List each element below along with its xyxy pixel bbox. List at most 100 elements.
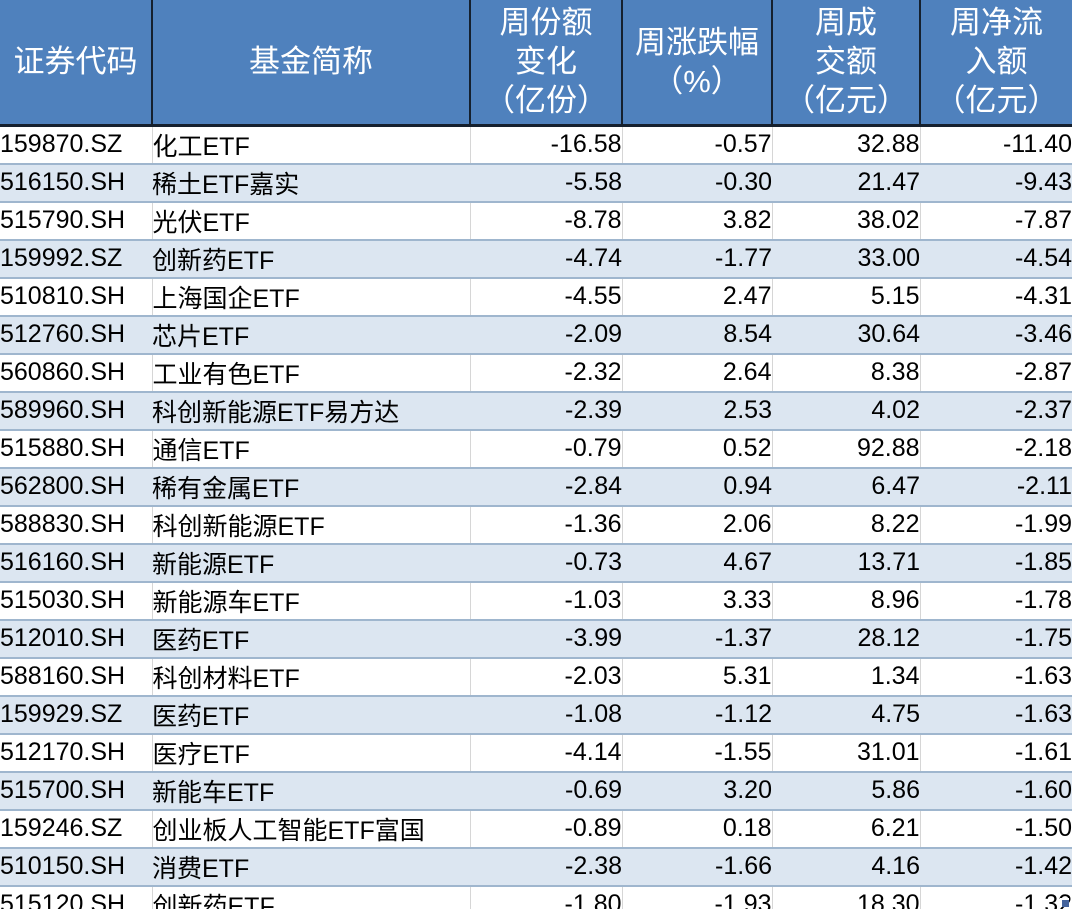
cell-turnover[interactable]: 13.71 bbox=[772, 543, 920, 583]
cell-pct-change[interactable]: 0.94 bbox=[622, 467, 772, 507]
cell-net-inflow[interactable]: -1.60 bbox=[920, 771, 1072, 811]
cell-net-inflow[interactable]: -11.40 bbox=[920, 125, 1072, 165]
cell-net-inflow[interactable]: -1.42 bbox=[920, 847, 1072, 887]
cell-fund-name[interactable]: 稀有金属ETF bbox=[152, 467, 470, 507]
cell-security-code[interactable]: 516150.SH bbox=[0, 163, 152, 203]
cell-security-code[interactable]: 512170.SH bbox=[0, 733, 153, 773]
cell-security-code[interactable]: 159246.SZ bbox=[0, 809, 153, 849]
column-header-security-code[interactable]: 证券代码 bbox=[0, 0, 153, 127]
cell-turnover[interactable]: 30.64 bbox=[772, 315, 920, 355]
cell-turnover[interactable]: 4.75 bbox=[772, 695, 920, 735]
cell-net-inflow[interactable]: -1.63 bbox=[920, 657, 1072, 697]
cell-turnover[interactable]: 28.12 bbox=[772, 619, 920, 659]
cell-share-change[interactable]: -2.84 bbox=[470, 467, 622, 507]
cell-net-inflow[interactable]: -2.87 bbox=[920, 353, 1072, 393]
cell-security-code[interactable]: 515880.SH bbox=[0, 429, 153, 469]
cell-fund-name[interactable]: 医疗ETF bbox=[152, 733, 471, 773]
cell-net-inflow[interactable]: -2.11 bbox=[920, 467, 1072, 507]
cell-share-change[interactable]: -0.89 bbox=[470, 809, 623, 849]
cell-pct-change[interactable]: -1.93 bbox=[622, 885, 773, 909]
cell-share-change[interactable]: -0.69 bbox=[470, 771, 622, 811]
cell-pct-change[interactable]: 0.52 bbox=[622, 429, 773, 469]
cell-security-code[interactable]: 515790.SH bbox=[0, 201, 153, 241]
cell-pct-change[interactable]: 2.64 bbox=[622, 353, 773, 393]
selection-fill-handle[interactable] bbox=[1060, 898, 1069, 907]
cell-fund-name[interactable]: 科创新能源ETF bbox=[152, 505, 471, 545]
cell-fund-name[interactable]: 创业板人工智能ETF富国 bbox=[152, 809, 471, 849]
cell-fund-name[interactable]: 芯片ETF bbox=[152, 315, 470, 355]
cell-fund-name[interactable]: 创新药ETF bbox=[152, 885, 471, 909]
cell-fund-name[interactable]: 消费ETF bbox=[152, 847, 470, 887]
cell-net-inflow[interactable]: -3.46 bbox=[920, 315, 1072, 355]
cell-share-change[interactable]: -2.39 bbox=[470, 391, 622, 431]
cell-net-inflow[interactable]: -1.50 bbox=[920, 809, 1072, 849]
cell-pct-change[interactable]: 8.54 bbox=[622, 315, 772, 355]
cell-pct-change[interactable]: -0.57 bbox=[622, 125, 773, 165]
cell-security-code[interactable]: 512010.SH bbox=[0, 619, 152, 659]
cell-net-inflow[interactable]: -1.78 bbox=[920, 581, 1072, 621]
cell-fund-name[interactable]: 新能源ETF bbox=[152, 543, 470, 583]
cell-net-inflow[interactable]: -7.87 bbox=[920, 201, 1072, 241]
cell-fund-name[interactable]: 稀土ETF嘉实 bbox=[152, 163, 470, 203]
cell-share-change[interactable]: -2.38 bbox=[470, 847, 622, 887]
cell-security-code[interactable]: 515120.SH bbox=[0, 885, 153, 909]
cell-security-code[interactable]: 159929.SZ bbox=[0, 695, 152, 735]
cell-fund-name[interactable]: 工业有色ETF bbox=[152, 353, 471, 393]
cell-pct-change[interactable]: 2.06 bbox=[622, 505, 773, 545]
cell-security-code[interactable]: 588830.SH bbox=[0, 505, 153, 545]
cell-net-inflow[interactable]: -1.32 bbox=[920, 885, 1072, 909]
cell-security-code[interactable]: 510810.SH bbox=[0, 277, 153, 317]
cell-net-inflow[interactable]: -1.85 bbox=[920, 543, 1072, 583]
cell-share-change[interactable]: -2.03 bbox=[470, 657, 623, 697]
cell-fund-name[interactable]: 医药ETF bbox=[152, 695, 470, 735]
cell-security-code[interactable]: 159992.SZ bbox=[0, 239, 152, 279]
cell-turnover[interactable]: 5.86 bbox=[772, 771, 920, 811]
cell-turnover[interactable]: 32.88 bbox=[772, 125, 921, 165]
cell-net-inflow[interactable]: -4.54 bbox=[920, 239, 1072, 279]
cell-share-change[interactable]: -2.09 bbox=[470, 315, 622, 355]
cell-share-change[interactable]: -0.73 bbox=[470, 543, 622, 583]
cell-pct-change[interactable]: 0.18 bbox=[622, 809, 773, 849]
cell-pct-change[interactable]: 3.33 bbox=[622, 581, 773, 621]
column-header-net-inflow[interactable]: 周净流 入额 （亿元） bbox=[920, 0, 1072, 127]
cell-share-change[interactable]: -5.58 bbox=[470, 163, 622, 203]
cell-turnover[interactable]: 21.47 bbox=[772, 163, 920, 203]
cell-turnover[interactable]: 6.21 bbox=[772, 809, 921, 849]
cell-turnover[interactable]: 31.01 bbox=[772, 733, 921, 773]
cell-fund-name[interactable]: 化工ETF bbox=[152, 125, 471, 165]
cell-security-code[interactable]: 515700.SH bbox=[0, 771, 152, 811]
cell-turnover[interactable]: 38.02 bbox=[772, 201, 921, 241]
cell-share-change[interactable]: -1.36 bbox=[470, 505, 623, 545]
cell-turnover[interactable]: 8.22 bbox=[772, 505, 921, 545]
cell-turnover[interactable]: 8.96 bbox=[772, 581, 921, 621]
cell-net-inflow[interactable]: -9.43 bbox=[920, 163, 1072, 203]
cell-share-change[interactable]: -1.03 bbox=[470, 581, 623, 621]
cell-share-change[interactable]: -4.14 bbox=[470, 733, 623, 773]
cell-security-code[interactable]: 512760.SH bbox=[0, 315, 152, 355]
cell-net-inflow[interactable]: -1.61 bbox=[920, 733, 1072, 773]
cell-security-code[interactable]: 562800.SH bbox=[0, 467, 152, 507]
column-header-pct-change[interactable]: 周涨跌幅 （%） bbox=[622, 0, 773, 127]
cell-turnover[interactable]: 4.16 bbox=[772, 847, 920, 887]
cell-fund-name[interactable]: 光伏ETF bbox=[152, 201, 471, 241]
cell-fund-name[interactable]: 新能车ETF bbox=[152, 771, 470, 811]
cell-net-inflow[interactable]: -2.37 bbox=[920, 391, 1072, 431]
cell-pct-change[interactable]: 4.67 bbox=[622, 543, 772, 583]
cell-security-code[interactable]: 560860.SH bbox=[0, 353, 153, 393]
cell-net-inflow[interactable]: -1.75 bbox=[920, 619, 1072, 659]
cell-share-change[interactable]: -4.55 bbox=[470, 277, 623, 317]
cell-security-code[interactable]: 589960.SH bbox=[0, 391, 152, 431]
cell-share-change[interactable]: -4.74 bbox=[470, 239, 622, 279]
cell-share-change[interactable]: -1.80 bbox=[470, 885, 623, 909]
cell-pct-change[interactable]: 3.20 bbox=[622, 771, 772, 811]
cell-pct-change[interactable]: -1.55 bbox=[622, 733, 773, 773]
cell-security-code[interactable]: 515030.SH bbox=[0, 581, 153, 621]
cell-security-code[interactable]: 516160.SH bbox=[0, 543, 152, 583]
cell-pct-change[interactable]: 2.53 bbox=[622, 391, 772, 431]
cell-net-inflow[interactable]: -1.63 bbox=[920, 695, 1072, 735]
cell-share-change[interactable]: -2.32 bbox=[470, 353, 623, 393]
cell-share-change[interactable]: -8.78 bbox=[470, 201, 623, 241]
cell-security-code[interactable]: 159870.SZ bbox=[0, 125, 153, 165]
cell-pct-change[interactable]: -1.12 bbox=[622, 695, 772, 735]
cell-fund-name[interactable]: 通信ETF bbox=[152, 429, 471, 469]
